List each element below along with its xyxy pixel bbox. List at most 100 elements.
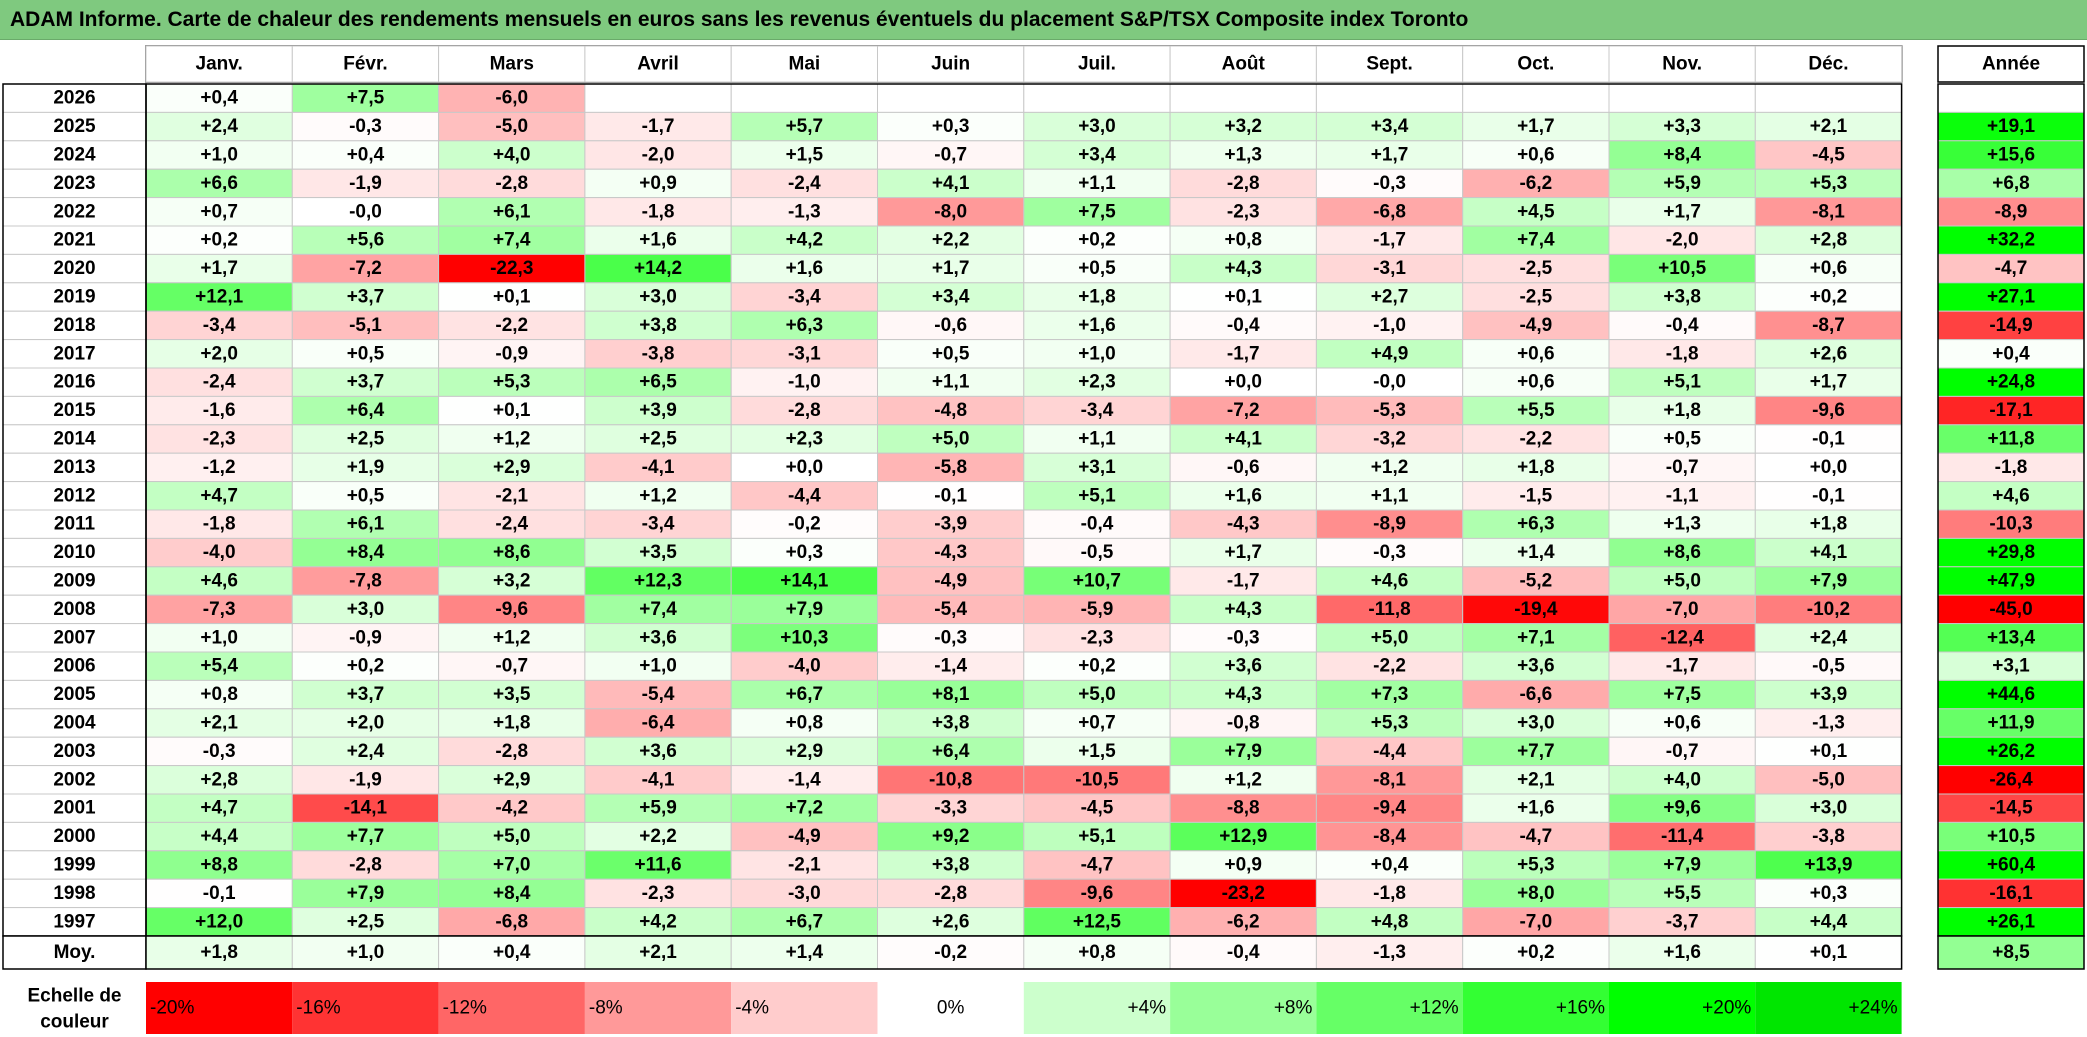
heatmap-cell: [1754, 907, 1903, 937]
heatmap-cell: [145, 140, 293, 170]
heatmap-cell-value: -9,6: [1081, 883, 1114, 904]
scale-swatch: [1316, 982, 1463, 1034]
month-header-label: Mai: [789, 54, 821, 75]
heatmap-cell: [438, 282, 586, 312]
heatmap-cell: [584, 878, 732, 909]
year-label: 2020: [53, 258, 95, 279]
heatmap-cell: [1608, 111, 1756, 142]
heatmap-cell-value: -0,6: [934, 315, 967, 336]
heatmap-cell: [730, 424, 879, 454]
heatmap-cell: [877, 424, 1025, 454]
heatmap-cell-value: +0,7: [1078, 713, 1116, 734]
heatmap-cell: [877, 111, 1025, 142]
heatmap-cell-value: -1,8: [642, 201, 675, 222]
heatmap-cell: [1608, 566, 1756, 596]
heatmap-cell-value: +4,2: [786, 230, 824, 251]
heatmap-cell: [1169, 424, 1317, 454]
heatmap-cell: [145, 537, 293, 568]
heatmap-cell-value: +6,7: [786, 911, 824, 932]
year-label: 2010: [53, 542, 95, 563]
scale-swatch-label: -8%: [589, 998, 623, 1019]
heatmap-cell: [1315, 907, 1464, 937]
heatmap-cell-value: -14,1: [344, 798, 388, 819]
heatmap-cell-value: -2,4: [788, 173, 821, 194]
heatmap-cell: [1608, 225, 1756, 255]
heatmap-cell-value: +4,4: [1810, 911, 1848, 932]
heatmap-cell-value: -0,1: [1812, 429, 1845, 450]
annual-cell-value: +11,9: [1987, 713, 2034, 734]
year-label: 2009: [53, 571, 95, 592]
heatmap-cell: [438, 793, 586, 823]
annual-cell-value: +6,8: [1992, 173, 2030, 194]
annual-cell-value: +19,1: [1987, 116, 2036, 137]
heatmap-cell: [730, 197, 879, 227]
heatmap-cell-value: -3,0: [788, 883, 821, 904]
heatmap-cell-value: +5,0: [1078, 684, 1116, 705]
heatmap-cell: [1169, 225, 1317, 255]
heatmap-cell: [1169, 566, 1317, 596]
heatmap-cell-value: -8,1: [1373, 769, 1406, 790]
year-cell: [2, 623, 147, 653]
heatmap-cell-value: +2,2: [639, 826, 677, 847]
heatmap-cell-value: -10,8: [929, 769, 972, 790]
heatmap-cell-value: +1,2: [493, 627, 531, 648]
average-cell: [1754, 935, 1903, 970]
heatmap-cell-value: -6,4: [642, 713, 675, 734]
heatmap-cell: [1608, 481, 1756, 511]
heatmap-cell-value: +0,1: [1224, 287, 1262, 308]
heatmap-cell-value: +14,2: [634, 258, 682, 279]
annual-cell: [1937, 566, 2085, 596]
year-cell: [2, 907, 147, 937]
annual-cell-value: +15,6: [1987, 145, 2035, 166]
heatmap-cell-value: -2,5: [1519, 287, 1552, 308]
heatmap-cell: [584, 339, 732, 369]
year-label: 2016: [53, 372, 95, 393]
heatmap-cell: [145, 481, 293, 511]
heatmap-cell: [1754, 140, 1903, 170]
heatmap-cell: [1315, 481, 1464, 511]
heatmap-cell-value: +0,4: [1371, 855, 1409, 876]
heatmap-cell-value: +1,8: [1078, 287, 1116, 308]
heatmap-cell-value: -7,2: [349, 258, 382, 279]
heatmap-cell-value: -3,7: [1666, 911, 1699, 932]
heatmap-cell-value: -3,4: [1081, 400, 1114, 421]
heatmap-cell-value: -4,8: [934, 400, 967, 421]
heatmap-cell: [1462, 651, 1610, 681]
heatmap-cell-value: +7,4: [639, 599, 677, 620]
heatmap-cell-value: -0,6: [1227, 457, 1260, 478]
heatmap-cell-value: -0,4: [1081, 514, 1114, 535]
heatmap-cell: [584, 197, 732, 227]
heatmap-cell: [1754, 253, 1903, 284]
heatmap-cell: [877, 623, 1025, 653]
scale-swatch-label: +24%: [1848, 998, 1897, 1019]
heatmap-cell: [1169, 197, 1317, 227]
heatmap-cell: [584, 594, 732, 625]
heatmap-cell: [1169, 83, 1317, 113]
heatmap-cell: [1754, 339, 1903, 369]
average-cell: [1608, 935, 1756, 970]
month-header-cell: [730, 45, 879, 83]
scale-swatch: [1023, 982, 1171, 1034]
average-cell-value: +2,1: [639, 942, 677, 963]
year-cell: [2, 225, 147, 255]
month-header-label: Août: [1222, 54, 1266, 75]
heatmap-cell-value: -9,4: [1373, 798, 1406, 819]
month-header-cell: [1462, 45, 1610, 83]
heatmap-cell: [291, 395, 440, 426]
heatmap-cell: [1315, 878, 1464, 909]
scale-swatch-label: -12%: [443, 998, 487, 1019]
heatmap-cell: [1023, 793, 1171, 823]
heatmap-cell: [877, 140, 1025, 170]
heatmap-cell-value: +0,7: [200, 201, 238, 222]
heatmap-cell-value: +3,0: [1078, 116, 1116, 137]
average-cell-value: +0,1: [1810, 942, 1848, 963]
heatmap-cell-value: -0,7: [495, 656, 528, 677]
annual-cell: [1937, 339, 2085, 369]
month-header-label: Juil.: [1078, 54, 1116, 75]
heatmap-cell-value: +2,5: [347, 429, 385, 450]
heatmap-cell: [877, 395, 1025, 426]
heatmap-cell: [145, 566, 293, 596]
heatmap-cell-value: -4,4: [788, 485, 821, 506]
heatmap-cell: [291, 878, 440, 909]
